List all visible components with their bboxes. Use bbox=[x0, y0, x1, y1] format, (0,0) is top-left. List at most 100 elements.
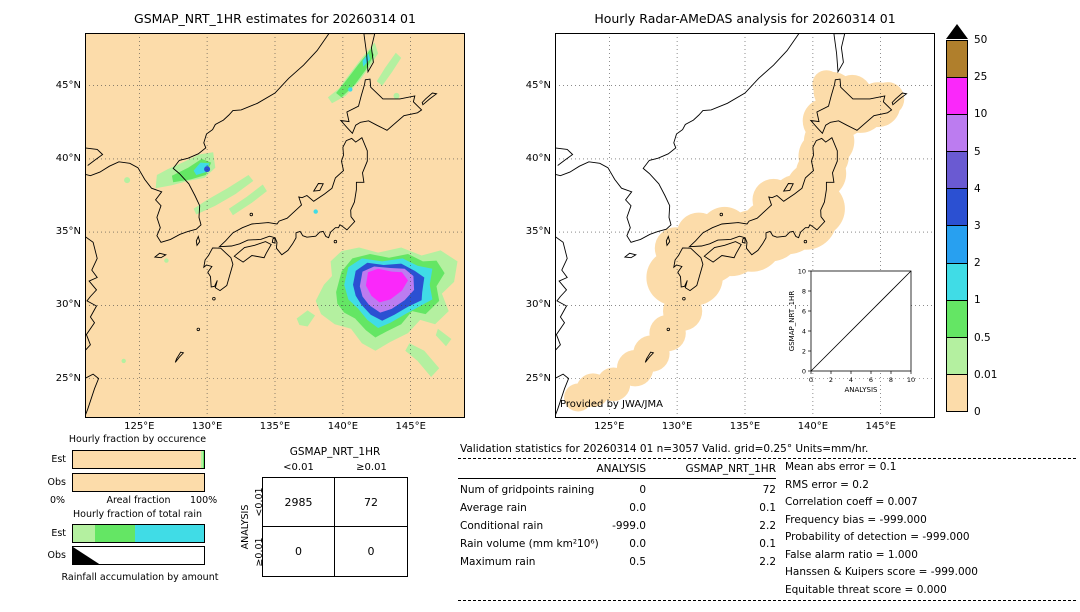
inset-ylabel: GSMAP_NRT_1HR bbox=[788, 291, 796, 352]
stats-row-label: Maximum rain bbox=[460, 556, 536, 568]
stats-header-underline bbox=[458, 478, 776, 479]
lat-tick-label: 35°N bbox=[525, 226, 551, 238]
metric-line: Probability of detection = -999.000 bbox=[785, 531, 970, 543]
lon-tick-label: 125°E bbox=[124, 421, 155, 432]
stats-row-label: Num of gridpoints raining bbox=[460, 484, 595, 496]
inset-x-tick: 2 bbox=[829, 376, 833, 384]
stats-row-label: Average rain bbox=[460, 502, 527, 514]
colorbar-segment bbox=[947, 41, 967, 79]
totalrain-obs-label: Obs bbox=[47, 550, 66, 561]
lat-tick-label: 45°N bbox=[525, 79, 551, 91]
inset-xlabel: ANALYSIS bbox=[844, 386, 878, 394]
metric-line: False alarm ratio = 1.000 bbox=[785, 548, 918, 561]
stats-table-row: Maximum rain 0.5 2.2 bbox=[458, 556, 778, 574]
occurrence-est-label: Est bbox=[51, 454, 66, 465]
precipitation-shading bbox=[121, 42, 458, 377]
bar-segment bbox=[134, 525, 204, 542]
contingency-cell-11: 0 bbox=[367, 545, 375, 558]
lat-tick-label: 40°N bbox=[55, 152, 81, 164]
totalrain-obs-bar bbox=[72, 546, 205, 565]
lat-tick-label: 40°N bbox=[525, 152, 551, 164]
colorbar-segment bbox=[947, 300, 967, 338]
lon-tick-label: 135°E bbox=[259, 421, 291, 432]
inset-y-tick: 6 bbox=[802, 308, 806, 316]
totalrain-est-label: Est bbox=[51, 528, 66, 539]
coastlines bbox=[85, 33, 438, 417]
inset-y-tick: 8 bbox=[802, 288, 806, 296]
graticule bbox=[85, 33, 465, 418]
colorbar-tick-label: 25 bbox=[974, 71, 988, 84]
bar-segment bbox=[73, 525, 96, 542]
colorbar-segment bbox=[947, 189, 967, 227]
stats-row-label: Rain volume (mm km²10⁶) bbox=[460, 538, 599, 550]
lon-tick-label: 140°E bbox=[797, 421, 829, 432]
contingency-cell-10: 0 bbox=[263, 527, 335, 576]
accumulation-caption: Rainfall accumulation by amount bbox=[61, 572, 219, 583]
colorbar-tick-label: 3 bbox=[974, 220, 981, 232]
bar-segment bbox=[200, 451, 203, 468]
lon-tick-label: 140°E bbox=[327, 421, 359, 432]
map-border bbox=[85, 33, 465, 418]
lat-tick-label: 30°N bbox=[525, 299, 551, 311]
stats-table-row: Conditional rain -999.0 2.2 bbox=[458, 520, 778, 538]
lat-tick-label: 25°N bbox=[55, 372, 81, 384]
gsmap-estimate-map bbox=[85, 33, 465, 418]
stats-col-analysis: ANALYSIS bbox=[596, 463, 646, 475]
stats-row-value: 72 bbox=[762, 484, 776, 496]
lat-tick-label: 30°N bbox=[55, 299, 81, 311]
colorbar-segment bbox=[947, 152, 967, 190]
bar-segment bbox=[73, 451, 201, 468]
contingency-col-label-lt: <0.01 bbox=[283, 462, 314, 473]
inset-x-tick: 6 bbox=[869, 376, 873, 384]
colorbar-segment bbox=[947, 78, 967, 116]
colorbar-segment bbox=[947, 337, 967, 375]
colorbar-tick-label: 2 bbox=[974, 257, 981, 270]
colorbar-segment bbox=[947, 115, 967, 153]
totalrain-chart-title: Hourly fraction of total rain bbox=[73, 509, 202, 520]
inset-y-tick: 10 bbox=[798, 268, 806, 276]
contingency-cell-00: 2985 bbox=[263, 478, 335, 527]
stats-metrics-list: Mean abs error = 0.1 RMS error = 0.2 Corre… bbox=[785, 461, 1078, 601]
stats-row-value: 0.0 bbox=[629, 502, 646, 514]
lon-tick-label: 130°E bbox=[191, 421, 223, 432]
colorbar-tick-label: 5 bbox=[974, 145, 981, 158]
contingency-cell-01: 72 bbox=[335, 478, 407, 527]
radar-analysis-map: 00 2 2 4 4 6 6 8 8 10 10 ANALYSIS GSMAP_NRT_1HR bbox=[555, 33, 935, 418]
occurrence-obs-label: Obs bbox=[47, 477, 66, 488]
lon-tick-label: 125°E bbox=[594, 421, 625, 432]
stats-row-value: 0 bbox=[639, 484, 646, 496]
lon-tick-label: 135°E bbox=[729, 421, 761, 432]
inset-y-tick: 2 bbox=[802, 348, 806, 356]
colorbar-tick-label: 50 bbox=[974, 34, 988, 46]
coastlines bbox=[555, 33, 908, 417]
colorbar-segment bbox=[947, 263, 967, 301]
totalrain-est-bar bbox=[72, 524, 205, 543]
colorbar-tick-label: 0.01 bbox=[974, 368, 998, 381]
metric-line: Frequency bias = -999.000 bbox=[785, 513, 927, 526]
colorbar-tick-label: 0 bbox=[974, 406, 981, 418]
accumulation-wedge-icon bbox=[73, 547, 100, 564]
lon-tick-label: 145°E bbox=[865, 421, 896, 432]
occurrence-obs-bar bbox=[72, 473, 205, 492]
left-map-title: GSMAP_NRT_1HR estimates for 20260314 01 bbox=[134, 11, 416, 26]
stats-table: Num of gridpoints raining 0 72 Average rain… bbox=[458, 484, 778, 574]
bar-segment bbox=[95, 525, 135, 542]
lat-tick-label: 35°N bbox=[55, 226, 81, 238]
stats-row-value: 0.1 bbox=[759, 538, 776, 550]
stats-row-value: -999.0 bbox=[612, 520, 646, 532]
stats-divider-top bbox=[458, 458, 1076, 459]
stats-row-label: Conditional rain bbox=[460, 520, 544, 532]
colorbar-tick-label: 4 bbox=[974, 182, 981, 195]
stats-row-value: 0.0 bbox=[629, 538, 646, 550]
contingency-grid: 2985 72 0 0 bbox=[262, 477, 408, 577]
metric-line: Correlation coeff = 0.007 bbox=[785, 496, 918, 508]
inset-x-tick: 4 bbox=[849, 376, 853, 384]
stats-row-value: 0.5 bbox=[629, 556, 646, 568]
stats-title: Validation statistics for 20260314 01 n=… bbox=[460, 443, 869, 455]
contingency-row-header: ANALYSIS bbox=[240, 504, 251, 550]
lon-tick-label: 130°E bbox=[661, 421, 693, 432]
colorbar-tick-label: 0.5 bbox=[974, 331, 991, 344]
colorbar-segment bbox=[947, 374, 967, 411]
stats-table-row: Average rain 0.0 0.1 bbox=[458, 502, 778, 520]
